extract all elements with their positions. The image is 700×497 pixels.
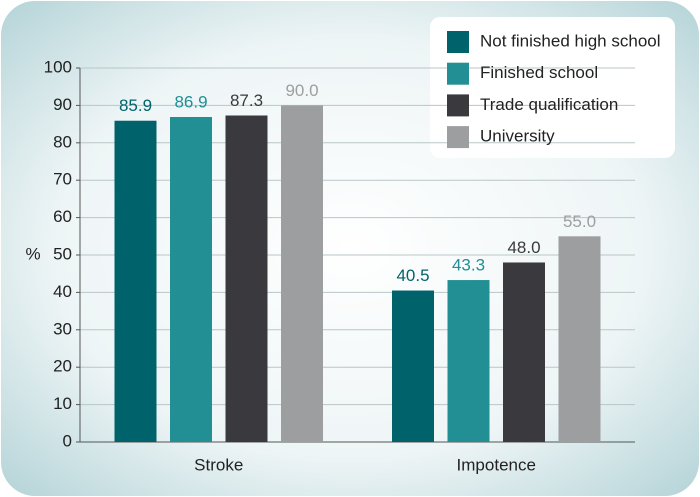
x-tick-label: Stroke [194,455,243,474]
legend-label: University [480,127,555,146]
legend-label: Not finished high school [480,31,661,50]
value-label: 90.0 [285,81,318,100]
legend-swatch [447,94,469,117]
value-label: 48.0 [507,238,540,257]
y-tick-label: 90 [53,95,72,114]
y-tick-label: 20 [53,357,72,376]
bar [558,236,601,442]
bar [281,105,323,443]
y-tick-label: 70 [53,170,72,189]
y-tick-label: 0 [63,431,72,450]
legend-label: Finished school [480,63,598,82]
y-tick-label: 50 [53,244,72,263]
y-tick-label: 40 [53,282,72,301]
y-tick-label: 30 [53,319,72,338]
legend [430,17,675,158]
value-label: 87.3 [230,91,263,110]
value-label: 86.9 [174,92,207,111]
y-axis-label: % [25,244,40,263]
bar [170,116,212,442]
bar [114,120,157,442]
legend-swatch [447,31,469,53]
y-tick-label: 60 [53,207,72,226]
legend-swatch [447,62,469,85]
bar [447,280,490,442]
value-label: 85.9 [119,96,152,115]
value-label: 43.3 [452,256,485,275]
y-tick-label: 80 [53,132,72,151]
y-tick-label: 10 [53,394,72,413]
bar [225,115,268,443]
bar [392,290,434,442]
bar [503,262,545,442]
legend-label: Trade qualification [480,95,618,114]
value-label: 40.5 [396,266,429,285]
legend-swatch [447,126,469,149]
y-tick-label: 100 [44,57,72,76]
x-tick-label: Impotence [457,455,536,474]
value-label: 55.0 [563,212,596,231]
